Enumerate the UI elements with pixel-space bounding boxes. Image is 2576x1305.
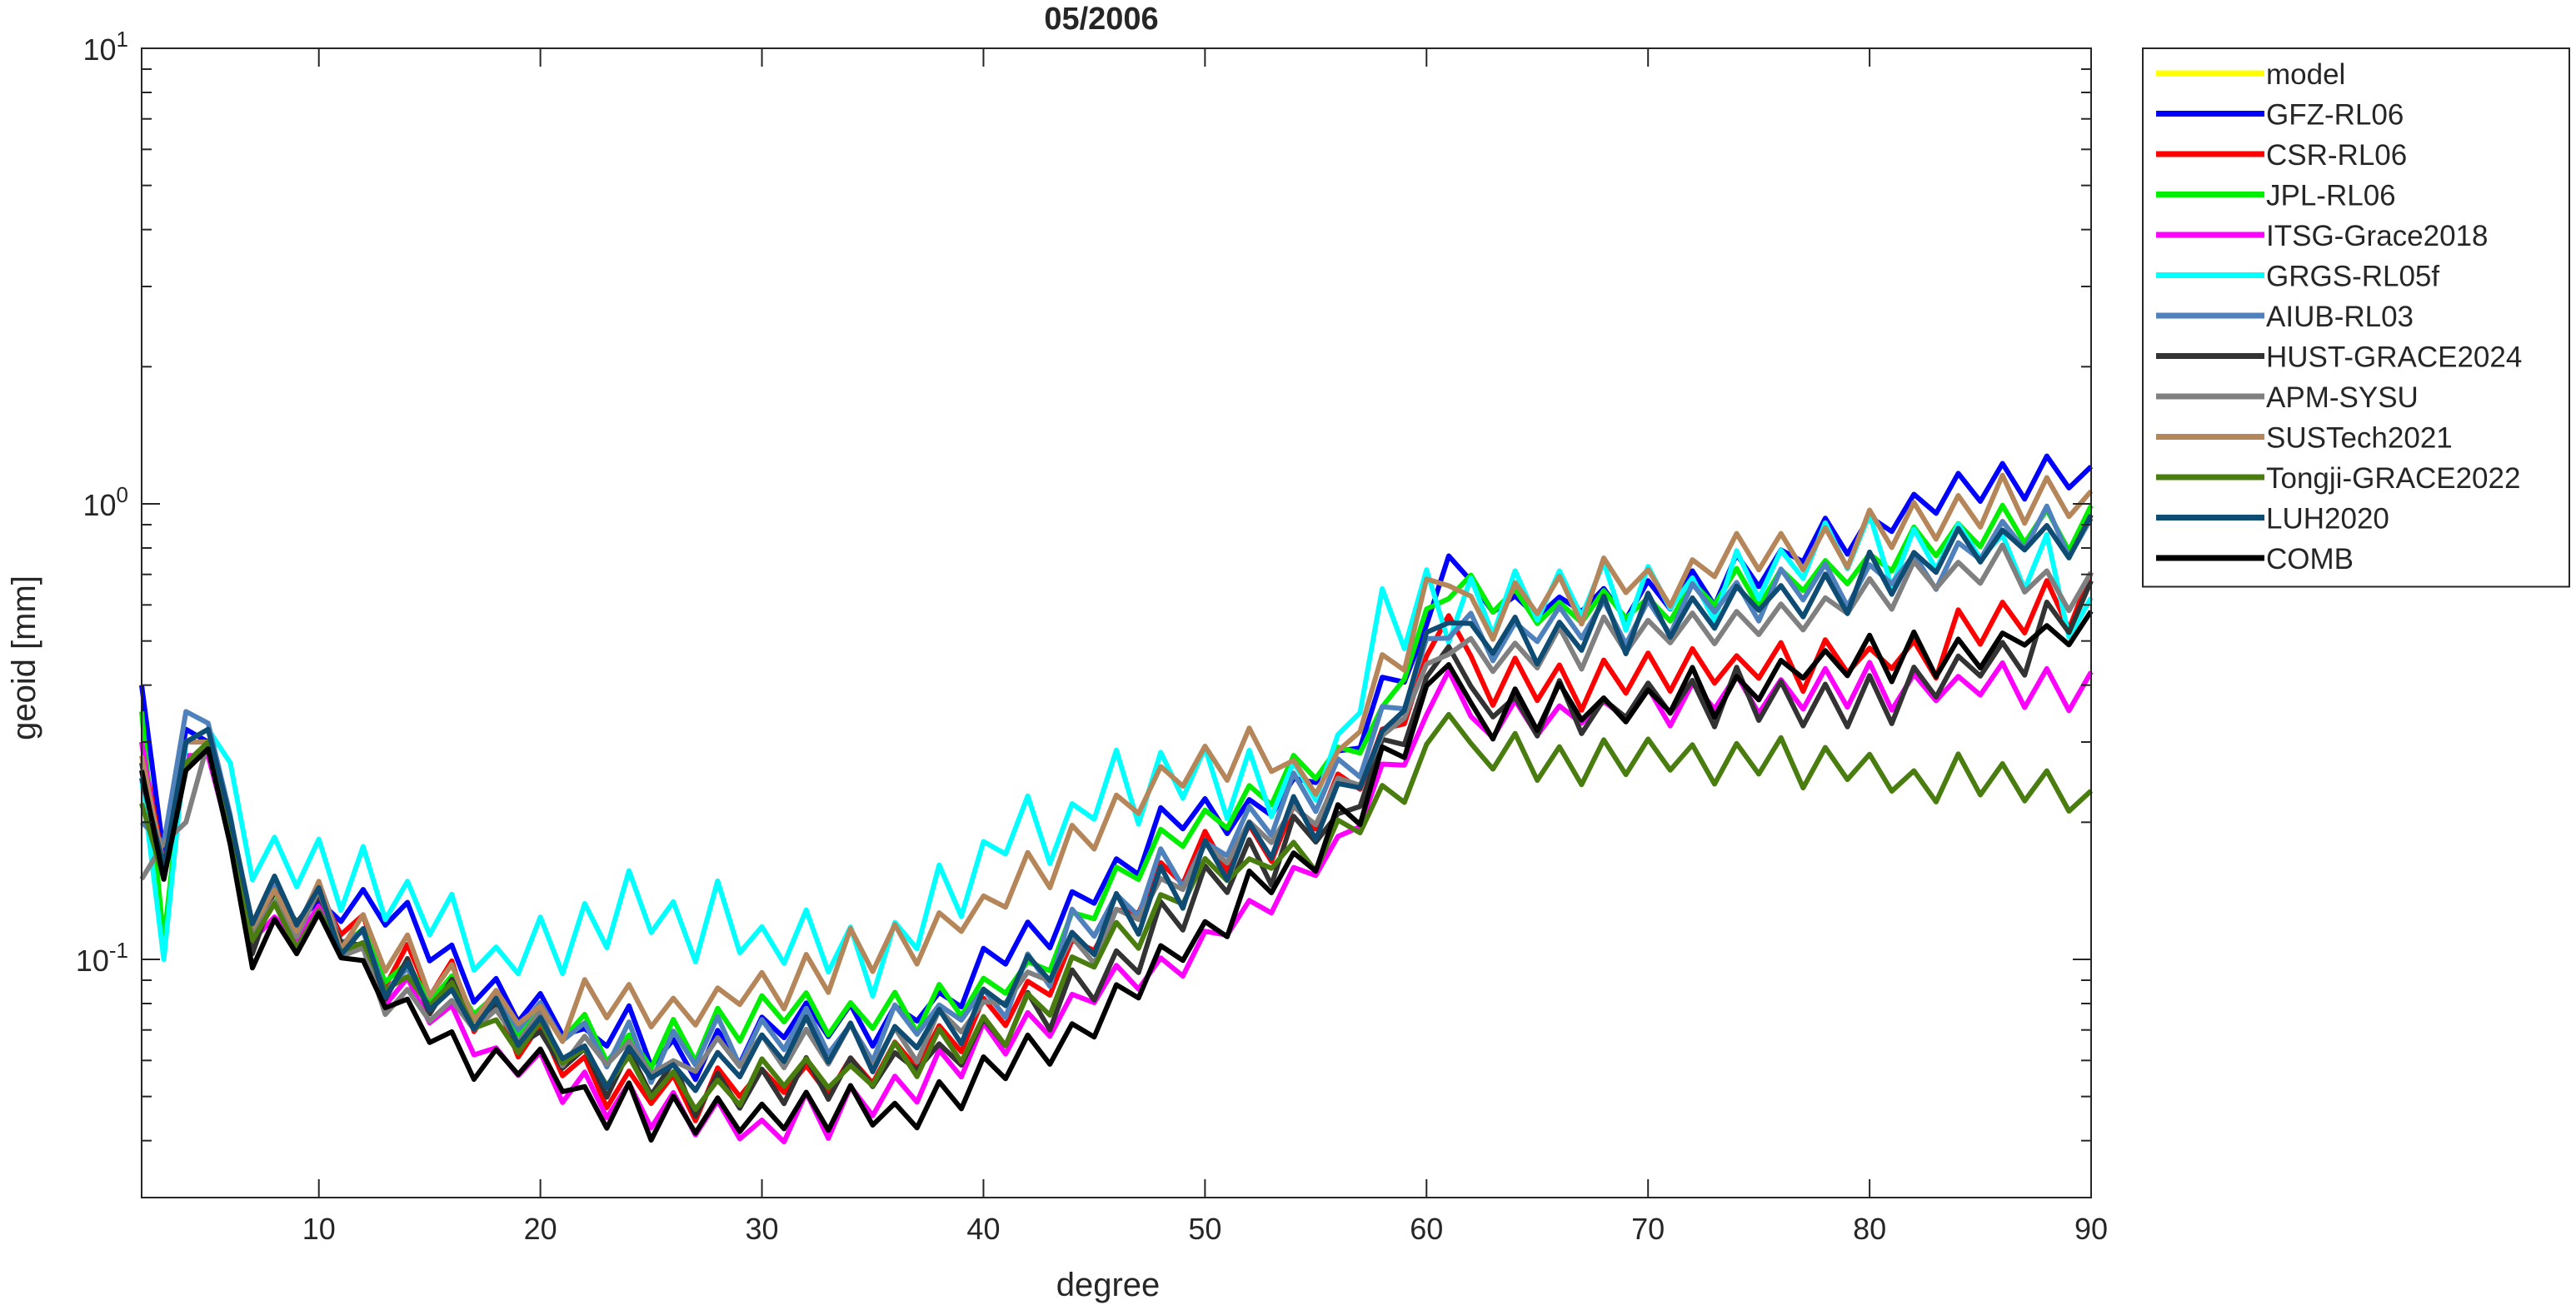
series-line-sustech2021	[139, 472, 2094, 1044]
legend-entry-label: Tongji-GRACE2022	[2266, 462, 2520, 495]
legend-entry-label: AIUB-RL03	[2266, 301, 2414, 333]
x-tick-label: 10	[302, 1212, 336, 1246]
x-tick-label: 40	[966, 1212, 1000, 1246]
y-tick-label: 10-1	[76, 938, 128, 978]
legend: model GFZ-RL06 CSR-RL06 JPL-RL06 ITSG-Grace2…	[2142, 47, 2570, 588]
legend-entry-label: CSR-RL06	[2266, 139, 2407, 172]
series-line-comb	[139, 610, 2094, 1143]
x-tick-label: 20	[524, 1212, 557, 1246]
series-line-itsg-grace2018	[139, 660, 2094, 1145]
x-tick-label: 30	[746, 1212, 779, 1246]
x-tick-label: 90	[2074, 1212, 2108, 1246]
legend-entry-label: APM-SYSU	[2266, 381, 2419, 414]
x-tick-label: 50	[1188, 1212, 1221, 1246]
legend-entry-label: ITSG-Grace2018	[2266, 220, 2489, 252]
legend-entry-label: LUH2020	[2266, 503, 2389, 535]
y-axis-label: geoid [mm]	[6, 575, 42, 740]
legend-entry-label: SUSTech2021	[2266, 422, 2453, 455]
legend-entry-label: JPL-RL06	[2266, 180, 2396, 212]
x-tick-label: 60	[1410, 1212, 1443, 1246]
y-tick-label: 101	[82, 27, 128, 67]
legend-entry-label: HUST-GRACE2024	[2266, 341, 2522, 374]
legend-entry-label: model	[2266, 58, 2345, 91]
series-line-gfz-rl06	[139, 453, 2094, 1083]
x-tick-label: 80	[1853, 1212, 1886, 1246]
series-lines	[139, 453, 2094, 1145]
series-line-luh2020	[139, 513, 2094, 1093]
chart-title: 05/2006	[1044, 2, 1158, 37]
legend-entry-label: GFZ-RL06	[2266, 99, 2404, 132]
y-tick-label: 100	[82, 482, 128, 522]
axis-ticks: 10 20 30 40 50 60 70 80 90 10-1 100 101	[76, 27, 2108, 1246]
x-tick-label: 70	[1631, 1212, 1665, 1246]
legend-entry-label: GRGS-RL05f	[2266, 261, 2439, 293]
axes-box	[141, 47, 2092, 1198]
series-line-grgs-rl05f	[139, 511, 2094, 999]
x-axis-label: degree	[1056, 1267, 1161, 1303]
legend-entry-label: COMB	[2266, 543, 2354, 575]
